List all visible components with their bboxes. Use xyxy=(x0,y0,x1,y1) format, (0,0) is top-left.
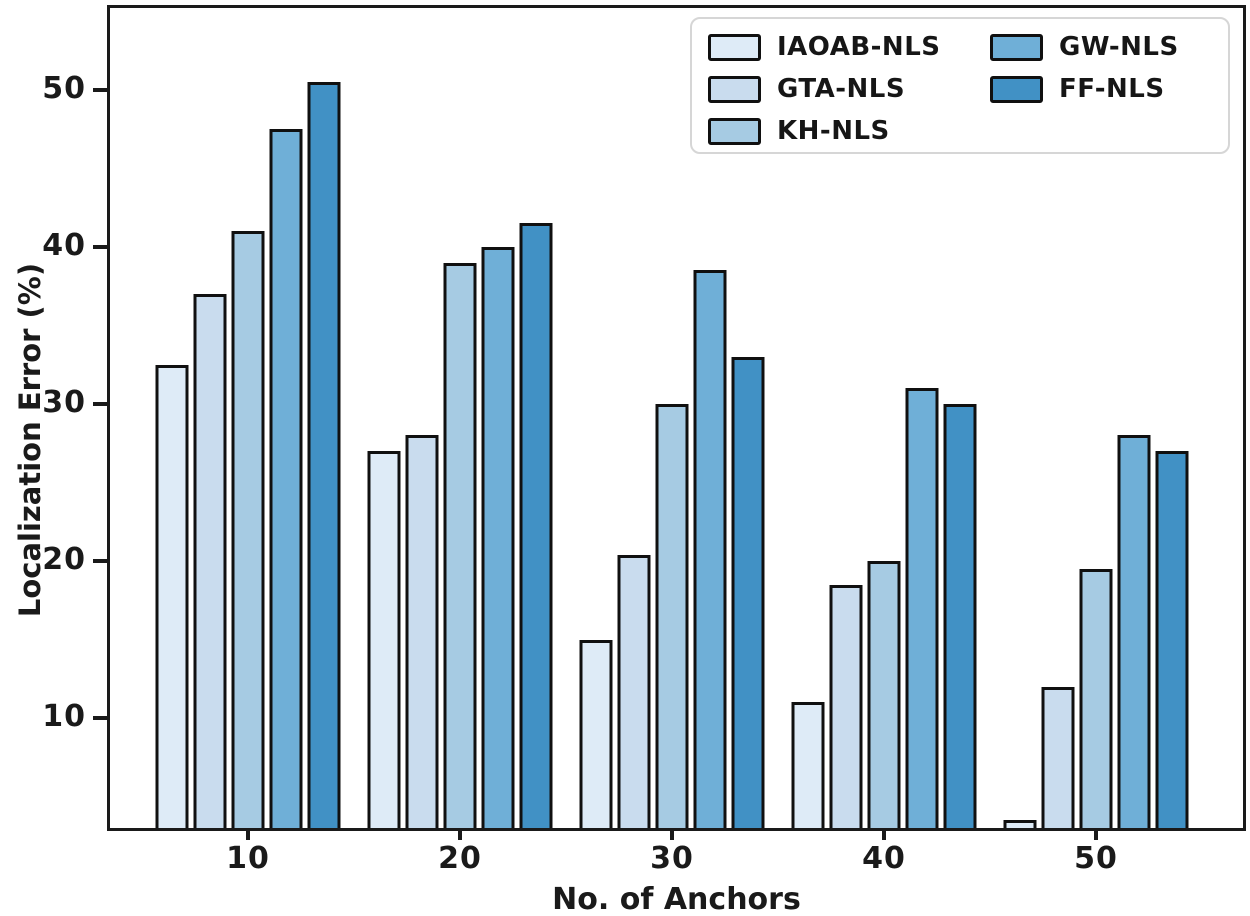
x-tick-label: 20 xyxy=(438,841,482,876)
legend-entry-IAOAB-NLS: IAOAB-NLS xyxy=(708,28,940,66)
x-tick-label: 30 xyxy=(650,841,694,876)
legend-entry-KH-NLS: KH-NLS xyxy=(708,112,940,150)
y-tick-label: 30 xyxy=(42,384,86,420)
y-tick-mark xyxy=(93,244,108,249)
bar-IAOAB-NLS-10 xyxy=(155,364,189,828)
y-tick-mark xyxy=(93,716,108,721)
bar-IAOAB-NLS-20 xyxy=(367,451,401,828)
y-tick-label: 20 xyxy=(42,542,86,578)
bar-GTA-NLS-50 xyxy=(1041,686,1075,828)
x-tick-mark xyxy=(246,829,250,840)
legend: IAOAB-NLS GTA-NLS KH-NLS GW-NLS FF-NLS xyxy=(690,17,1230,154)
bar-KH-NLS-40 xyxy=(867,561,901,828)
x-tick-mark xyxy=(1094,829,1098,840)
legend-label: KH-NLS xyxy=(777,116,890,146)
bar-FF-NLS-30 xyxy=(731,356,765,828)
legend-swatch-icon xyxy=(708,75,761,103)
legend-label: GTA-NLS xyxy=(777,74,906,104)
legend-label: GW-NLS xyxy=(1059,32,1179,62)
bar-IAOAB-NLS-50 xyxy=(1003,820,1037,828)
bar-GW-NLS-40 xyxy=(905,388,939,828)
legend-swatch-icon xyxy=(990,33,1043,61)
bar-KH-NLS-10 xyxy=(231,231,265,828)
bar-GW-NLS-30 xyxy=(693,270,727,828)
bar-GTA-NLS-10 xyxy=(193,293,227,828)
bar-KH-NLS-50 xyxy=(1079,568,1113,828)
bar-group-40 xyxy=(791,388,977,828)
x-tick-label: 40 xyxy=(862,841,906,876)
legend-label: IAOAB-NLS xyxy=(777,32,941,62)
y-tick-mark xyxy=(93,558,108,563)
x-tick-mark xyxy=(458,829,462,840)
legend-label: FF-NLS xyxy=(1059,74,1165,104)
bar-FF-NLS-10 xyxy=(307,81,341,828)
bar-IAOAB-NLS-30 xyxy=(579,639,613,828)
y-tick-mark xyxy=(93,401,108,406)
legend-swatch-icon xyxy=(708,117,761,145)
bar-FF-NLS-40 xyxy=(943,403,977,828)
bar-IAOAB-NLS-40 xyxy=(791,702,825,828)
bar-KH-NLS-30 xyxy=(655,403,689,828)
bar-GTA-NLS-40 xyxy=(829,584,863,828)
bar-GW-NLS-10 xyxy=(269,129,303,828)
bar-GTA-NLS-20 xyxy=(405,435,439,828)
x-tick-mark xyxy=(670,829,674,840)
bar-group-20 xyxy=(367,223,553,828)
bar-KH-NLS-20 xyxy=(443,262,477,828)
legend-swatch-icon xyxy=(708,33,761,61)
bar-FF-NLS-20 xyxy=(519,223,553,828)
legend-swatch-icon xyxy=(990,75,1043,103)
bar-GW-NLS-20 xyxy=(481,246,515,828)
x-tick-label: 50 xyxy=(1074,841,1118,876)
legend-entry-GTA-NLS: GTA-NLS xyxy=(708,70,940,108)
legend-column-2: GW-NLS FF-NLS xyxy=(990,28,1179,112)
legend-column-1: IAOAB-NLS GTA-NLS KH-NLS xyxy=(708,28,940,154)
x-axis-title: No. of Anchors xyxy=(552,882,801,916)
bar-group-50 xyxy=(1003,435,1189,828)
bar-group-10 xyxy=(155,81,341,828)
y-tick-label: 50 xyxy=(42,70,86,106)
bar-FF-NLS-50 xyxy=(1155,451,1189,828)
y-tick-mark xyxy=(93,87,108,92)
legend-entry-GW-NLS: GW-NLS xyxy=(990,28,1179,66)
y-tick-label: 40 xyxy=(42,227,86,263)
bar-group-30 xyxy=(579,270,765,828)
y-tick-label: 10 xyxy=(42,699,86,735)
x-tick-mark xyxy=(882,829,886,840)
legend-entry-FF-NLS: FF-NLS xyxy=(990,70,1179,108)
bar-GW-NLS-50 xyxy=(1117,435,1151,828)
bar-GTA-NLS-30 xyxy=(617,554,651,828)
x-tick-label: 10 xyxy=(226,841,270,876)
